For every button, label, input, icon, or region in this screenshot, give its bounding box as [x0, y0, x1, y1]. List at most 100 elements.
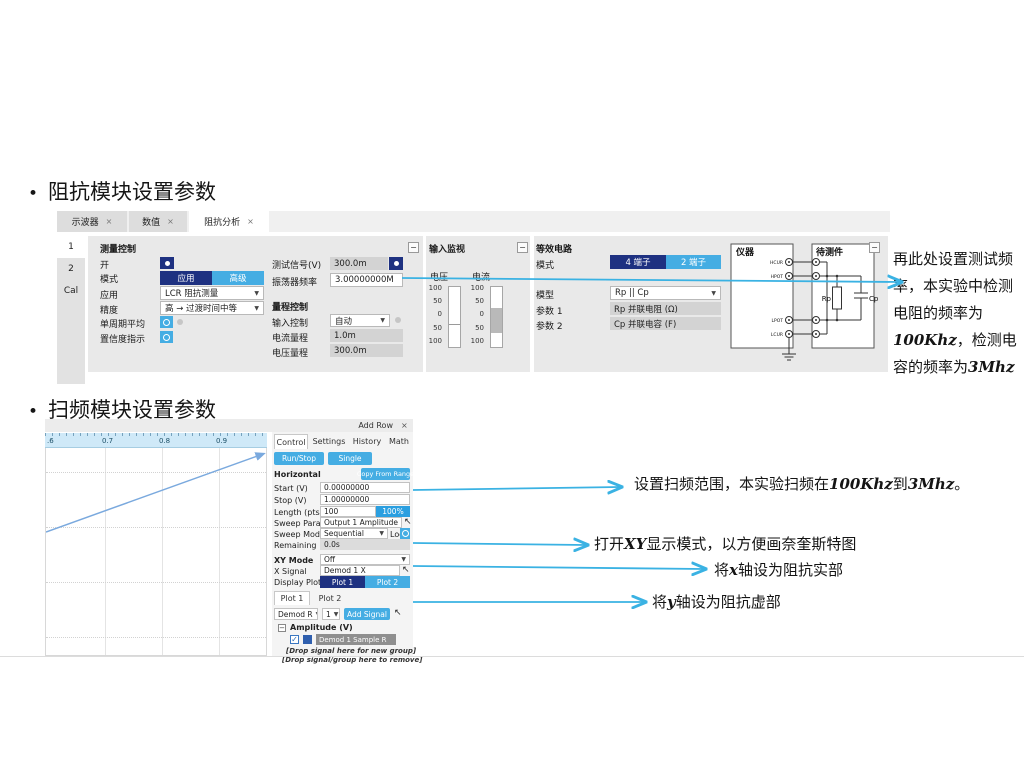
tab-impedance-analysis[interactable]: 阻抗分析 × — [189, 211, 269, 232]
plot2-tab[interactable]: Plot 2 — [318, 593, 342, 603]
tree-collapse-icon[interactable]: − — [278, 624, 286, 632]
stop-field[interactable]: 1.00000000 — [320, 494, 410, 505]
add-row-button[interactable]: Add Row — [358, 421, 393, 430]
length-field[interactable]: 100 — [320, 506, 376, 517]
drag-cursor-icon[interactable]: ↖ — [404, 517, 412, 527]
rp-label: Rp — [822, 295, 832, 303]
single-button[interactable]: Single — [328, 452, 372, 465]
voltage-range-field[interactable]: 300.0m — [330, 344, 403, 357]
input-ctrl-select[interactable]: 自动 ▼ — [330, 314, 390, 327]
tab-settings[interactable]: Settings — [312, 437, 346, 446]
copy-from-range-button[interactable]: Copy From Range — [356, 468, 415, 480]
xy-mode-select[interactable]: Off ▼ — [320, 554, 410, 565]
x-signal-field[interactable]: Demod 1 X — [320, 565, 400, 576]
drop-zone-remove[interactable]: [Drop signal/group here to remove] — [282, 656, 423, 664]
avg-toggle[interactable] — [160, 316, 173, 328]
close-icon[interactable]: × — [247, 217, 254, 226]
param2-label: 参数 2 — [536, 322, 563, 332]
xy-mode-annotation: 打开XY显示模式，以方便画奈奎斯特图 — [594, 535, 856, 553]
annotation-number: y — [667, 593, 676, 611]
drag-cursor-icon[interactable]: ↖ — [402, 565, 410, 575]
gridline — [162, 448, 163, 655]
close-icon[interactable]: × — [167, 217, 174, 226]
mode-advanced-button[interactable]: 高级 — [212, 271, 264, 285]
input-ctrl-value: 自动 — [335, 316, 353, 327]
signal-color-swatch[interactable] — [303, 635, 312, 644]
drag-cursor-icon[interactable]: ↖ — [394, 608, 402, 618]
signal-checkbox[interactable]: ✓ — [290, 635, 299, 644]
bullet: • — [28, 184, 39, 204]
add-signal-button[interactable]: Add Signal — [344, 608, 390, 620]
collapse-button[interactable]: − — [517, 242, 528, 253]
section1-heading: • 阻抗模块设置参数 — [28, 176, 216, 206]
voltage-meter-mark — [449, 324, 460, 325]
sweep-mode-select[interactable]: Sequential ▼ — [320, 528, 388, 539]
precision-value: 高 → 过渡时间中等 — [165, 304, 238, 314]
terminal2-button[interactable]: 2 端子 — [666, 255, 721, 269]
annotation-number: x — [729, 561, 738, 579]
scale-label: 100 — [470, 337, 484, 345]
annotation-number: 100Khz — [829, 475, 893, 493]
plot1-tab[interactable]: Plot 1 — [274, 591, 310, 605]
signal-chip[interactable]: Demod 1 Sample R — [316, 634, 396, 645]
tab-history[interactable]: History — [352, 437, 382, 446]
equiv-mode-label: 模式 — [536, 261, 555, 271]
sweep-toolbar: Add Row × — [45, 419, 413, 432]
plot2-display-button[interactable]: Plot 2 — [365, 576, 410, 588]
sweep-control-panel: Control Settings History Math Run/Stop S… — [272, 432, 422, 664]
close-icon[interactable]: × — [401, 421, 408, 430]
start-field[interactable]: 0.00000000 — [320, 482, 410, 493]
drop-zone-new-group[interactable]: [Drop signal here for new group] — [286, 647, 417, 655]
annotation-text: 。 — [954, 475, 970, 493]
terminal4-button[interactable]: 4 端子 — [610, 255, 666, 269]
test-signal-field[interactable]: 300.0m — [330, 257, 388, 270]
run-stop-button[interactable]: Run/Stop — [274, 452, 324, 465]
tab-control[interactable]: Control — [274, 434, 308, 449]
osc-freq-field[interactable]: 3.00000000M — [330, 273, 403, 287]
toggle-dot — [164, 260, 170, 266]
scale-label: 50 — [433, 324, 442, 332]
test-signal-toggle[interactable] — [389, 257, 403, 270]
current-meter-label: 电流 — [472, 273, 491, 283]
arrow-x-axis — [412, 566, 704, 569]
app-select[interactable]: LCR 阻抗测量 ▼ — [160, 286, 264, 300]
precision-select[interactable]: 高 → 过渡时间中等 ▼ — [160, 301, 264, 315]
collapse-button[interactable]: − — [869, 242, 880, 253]
mode-apply-button[interactable]: 应用 — [160, 271, 212, 285]
plot-ruler[interactable]: .6 0.7 0.8 0.9 — [45, 433, 267, 448]
confidence-toggle[interactable] — [160, 331, 173, 343]
sidebar-item-cal[interactable]: Cal — [57, 280, 85, 302]
voltage-meter-label: 电压 — [430, 273, 449, 283]
demod-select[interactable]: Demod R▼ — [274, 608, 318, 620]
sidebar-item-1[interactable]: 1 — [57, 236, 85, 258]
precision-label: 精度 — [100, 306, 119, 316]
plot1-display-button[interactable]: Plot 1 — [320, 576, 365, 588]
log-toggle[interactable] — [400, 528, 410, 539]
chevron-down-icon: ▼ — [711, 289, 716, 297]
hpot-label: HPOT — [771, 274, 784, 280]
tab-math[interactable]: Math — [388, 437, 409, 446]
gridline — [46, 472, 266, 473]
section-divider — [423, 236, 426, 372]
on-label: 开 — [100, 261, 110, 271]
annotation-number: 3Mhz — [968, 358, 1015, 376]
section2-heading: • 扫频模块设置参数 — [28, 394, 216, 424]
sweep-param-field[interactable]: Output 1 Amplitude 1 — [320, 517, 402, 528]
instrument-label: 仪器 — [735, 247, 755, 258]
avg-indicator — [177, 319, 183, 325]
close-icon[interactable]: × — [105, 217, 113, 226]
tab-values[interactable]: 数值 × — [129, 211, 187, 232]
horizontal-label: Horizontal — [274, 470, 321, 479]
sidebar-item-2[interactable]: 2 — [57, 258, 85, 280]
app-value: LCR 阻抗测量 — [165, 289, 219, 299]
remaining-field: 0.0s — [320, 539, 410, 550]
demod-num-select[interactable]: 1 ▼ — [322, 608, 340, 620]
collapse-button[interactable]: − — [408, 242, 419, 253]
tab-oscilloscope[interactable]: 示波器 × — [57, 211, 127, 232]
on-toggle[interactable] — [160, 257, 174, 269]
model-select[interactable]: Rp || Cp ▼ — [610, 286, 721, 300]
current-range-field[interactable]: 1.0m — [330, 329, 403, 342]
scale-label: 100 — [470, 284, 484, 292]
start-label: Start (V) — [274, 484, 308, 493]
cp-label: Cp — [869, 295, 879, 303]
